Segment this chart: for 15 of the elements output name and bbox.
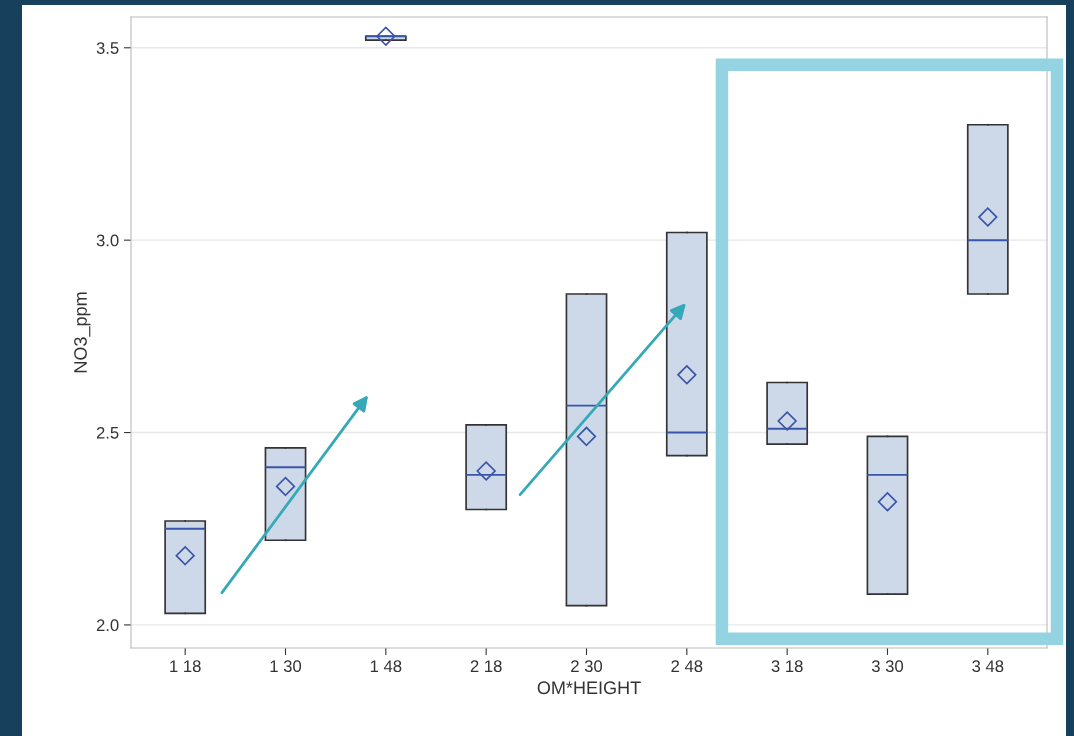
- y-tick-label: 2.5: [96, 426, 119, 439]
- x-tick-label: 2 48: [671, 660, 703, 673]
- x-tick-label: 2 18: [470, 660, 502, 673]
- y-tick-label: 3.5: [96, 42, 119, 54]
- y-axis-title: NO3_ppm: [74, 292, 91, 373]
- y-tick-label: 2.0: [96, 619, 119, 632]
- x-tick-label: 3 48: [972, 660, 1004, 673]
- y-tick-label: 3.0: [96, 234, 119, 247]
- x-tick-label: 1 30: [270, 660, 302, 673]
- x-tick-label: 3 18: [771, 660, 803, 673]
- x-tick-label: 2 30: [571, 660, 603, 673]
- x-tick-label: 1 48: [370, 660, 402, 673]
- x-tick-label: 3 30: [871, 660, 904, 673]
- x-tick-label: 1 18: [170, 660, 201, 673]
- x-axis-title: OM*HEIGHT: [537, 681, 641, 695]
